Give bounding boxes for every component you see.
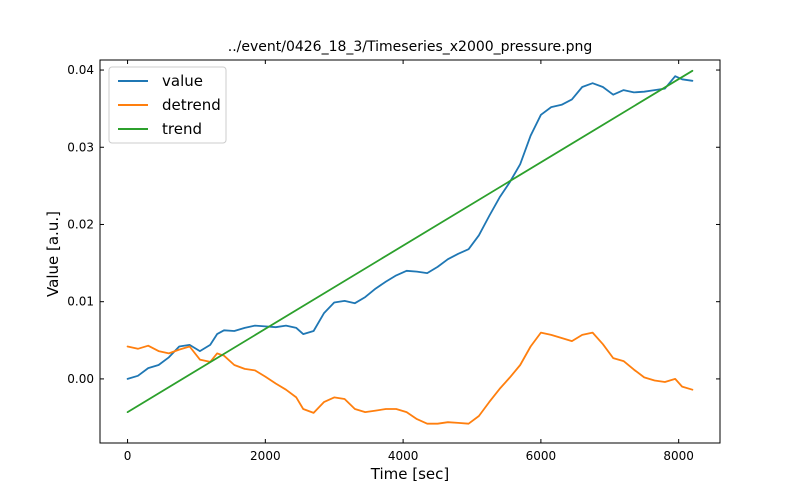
legend-box — [108, 66, 227, 144]
x-axis-label: Time [sec] — [370, 465, 449, 483]
legend-label-trend: trend — [162, 120, 202, 138]
y-tick-label: 0.04 — [67, 63, 94, 77]
chart-title: ../event/0426_18_3/Timeseries_x2000_pres… — [228, 39, 592, 55]
legend-label-value: value — [162, 72, 203, 90]
x-tick-label: 8000 — [663, 449, 694, 463]
y-tick-label: 0.02 — [67, 217, 94, 231]
y-tick-label: 0.01 — [67, 295, 94, 309]
plot-area — [126, 69, 694, 425]
legend: value detrend trend — [108, 66, 227, 144]
axes: 0 2000 4000 6000 8000 0.00 0.01 0.02 0.03 0.04 — [67, 59, 721, 463]
series-line-value — [126, 75, 694, 380]
series-line-detrend — [126, 331, 694, 425]
plot-frame — [99, 59, 721, 444]
x-tick-label: 0 — [124, 449, 132, 463]
y-tick-label: 0.00 — [67, 372, 94, 386]
x-tick-label: 6000 — [526, 449, 557, 463]
x-tick-label: 2000 — [250, 449, 281, 463]
legend-label-detrend: detrend — [162, 96, 221, 114]
y-tick-label: 0.03 — [67, 140, 94, 154]
x-tick-label: 4000 — [388, 449, 419, 463]
series-line-trend — [126, 69, 694, 414]
y-axis-label: Value [a.u.] — [44, 211, 62, 297]
